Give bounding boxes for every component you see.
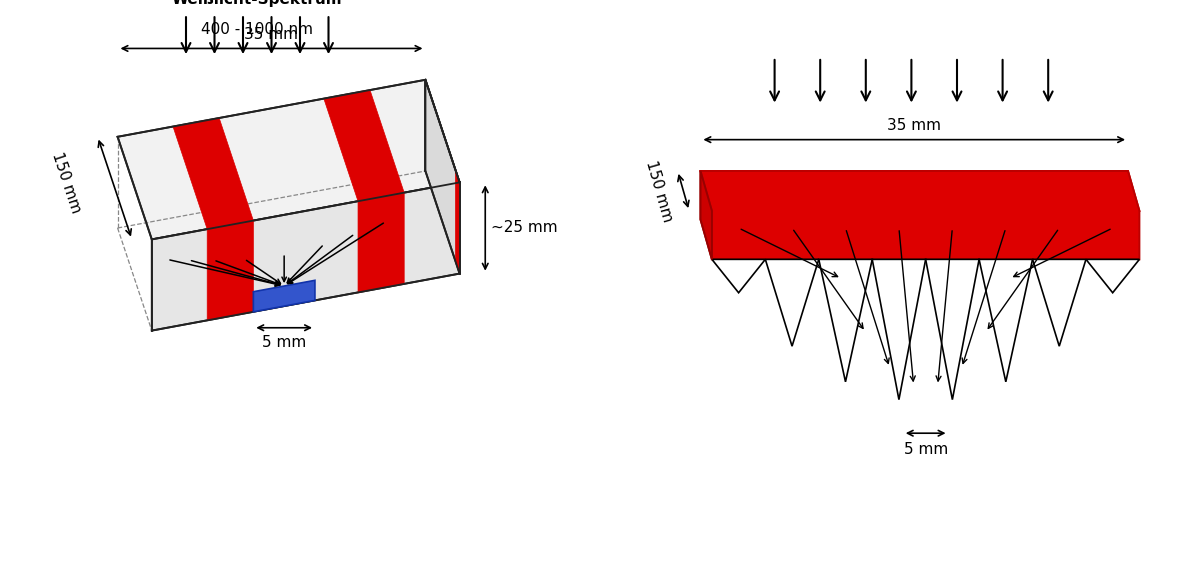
Polygon shape	[766, 259, 818, 346]
Polygon shape	[818, 259, 872, 382]
Polygon shape	[1086, 259, 1140, 293]
Polygon shape	[118, 80, 460, 239]
Polygon shape	[324, 90, 404, 201]
Text: 5 mm: 5 mm	[262, 335, 306, 349]
Text: 150 mm: 150 mm	[49, 150, 84, 215]
Polygon shape	[426, 80, 460, 274]
Polygon shape	[456, 170, 460, 274]
Polygon shape	[979, 259, 1032, 382]
Polygon shape	[358, 193, 404, 292]
Text: 35 mm: 35 mm	[245, 27, 299, 42]
Text: Weißlicht-Spektrum: Weißlicht-Spektrum	[172, 0, 342, 7]
Polygon shape	[1032, 259, 1086, 346]
Polygon shape	[712, 259, 766, 293]
Text: 35 mm: 35 mm	[887, 118, 941, 133]
Polygon shape	[253, 280, 314, 312]
Polygon shape	[701, 171, 712, 259]
Text: ~25 mm: ~25 mm	[491, 221, 558, 235]
Polygon shape	[152, 182, 460, 331]
Text: 400 - 1000 nm: 400 - 1000 nm	[202, 22, 313, 36]
Text: 150 mm: 150 mm	[643, 158, 674, 223]
Text: 5 mm: 5 mm	[904, 442, 948, 457]
Polygon shape	[701, 171, 1140, 259]
Polygon shape	[208, 221, 253, 320]
Polygon shape	[701, 171, 712, 259]
Polygon shape	[925, 259, 979, 400]
Polygon shape	[701, 171, 1140, 211]
Polygon shape	[173, 118, 253, 229]
Polygon shape	[872, 259, 925, 400]
